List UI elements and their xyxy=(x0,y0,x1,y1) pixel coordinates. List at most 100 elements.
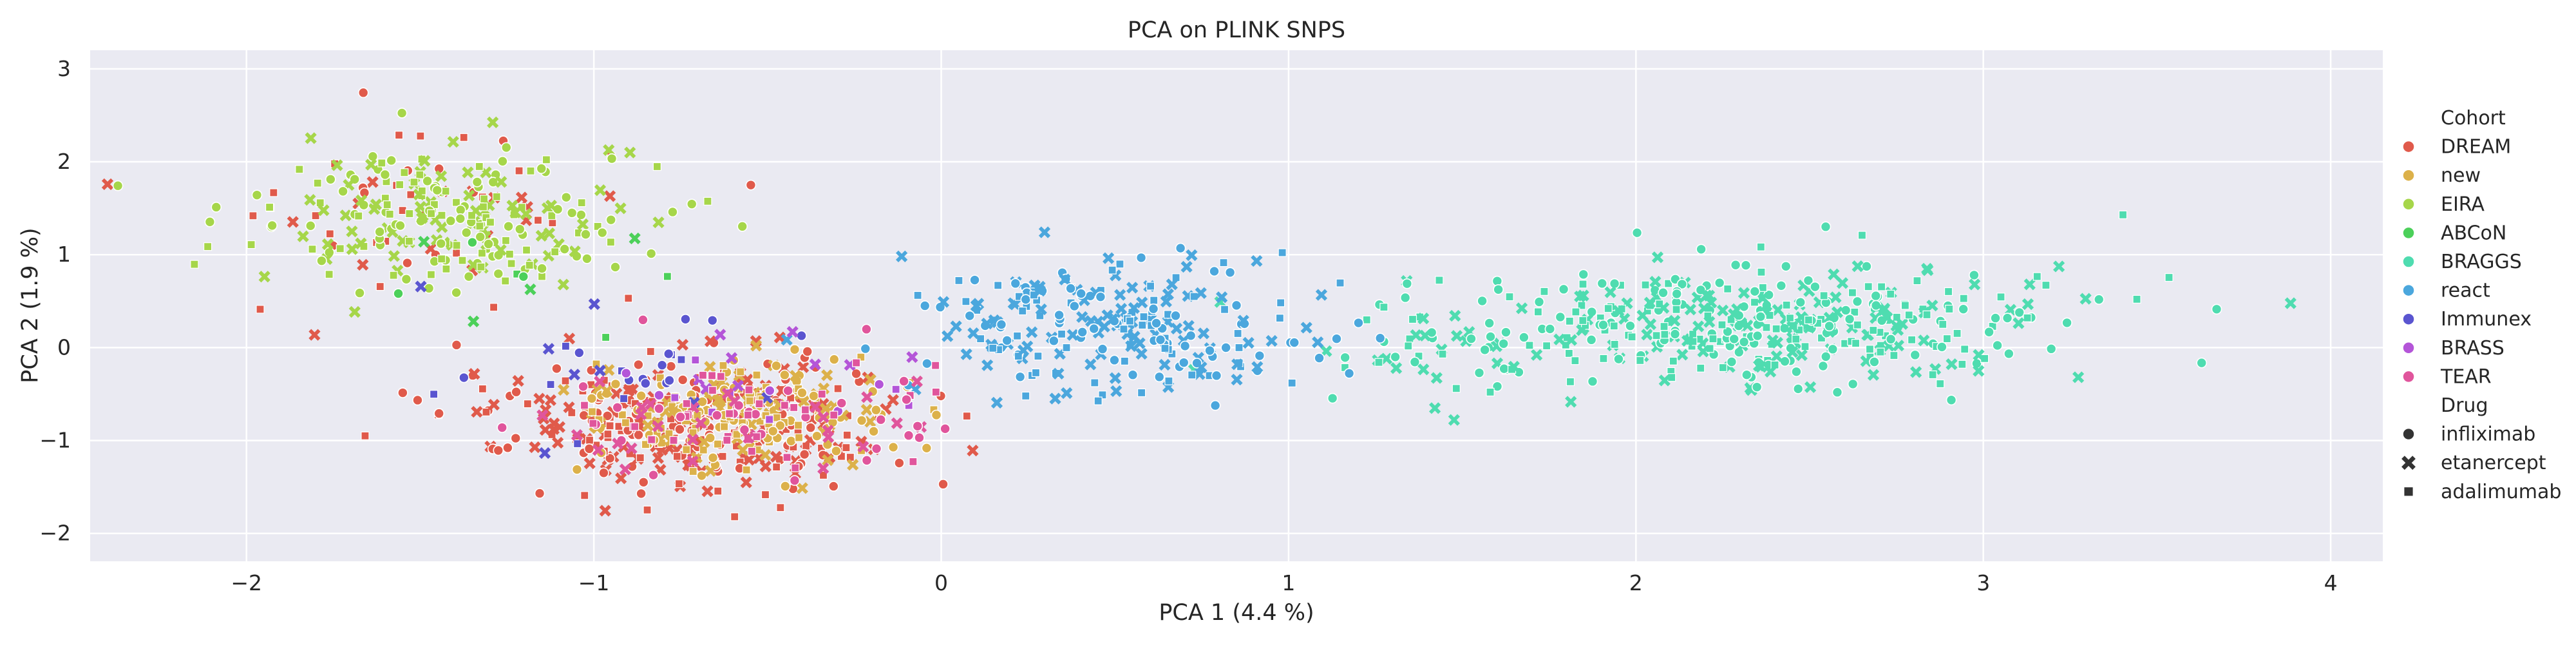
data-point xyxy=(1598,320,1608,330)
data-point xyxy=(338,186,348,196)
data-point xyxy=(191,260,198,268)
legend-cohort-swatch xyxy=(2403,198,2414,210)
x-tick-label: 3 xyxy=(1976,570,1990,595)
data-point xyxy=(1116,260,1124,268)
y-tick-label: 0 xyxy=(57,334,71,360)
data-point xyxy=(607,154,617,164)
data-point xyxy=(671,394,679,401)
data-point xyxy=(1276,314,1283,322)
data-point xyxy=(1658,288,1668,298)
data-point xyxy=(1984,327,1994,337)
data-point xyxy=(989,344,997,352)
data-point xyxy=(598,228,607,238)
data-point xyxy=(1887,290,1895,298)
data-point xyxy=(368,151,377,161)
data-point xyxy=(612,403,622,412)
data-point xyxy=(386,155,396,165)
data-point xyxy=(675,480,683,488)
data-point xyxy=(1969,270,1979,280)
data-point xyxy=(390,271,397,279)
data-point xyxy=(1780,356,1790,366)
data-point xyxy=(1864,283,1872,291)
data-point xyxy=(1016,372,1025,381)
data-point xyxy=(1610,322,1618,330)
data-point xyxy=(746,397,753,405)
data-point xyxy=(478,385,486,392)
data-point xyxy=(506,250,513,258)
data-point xyxy=(1376,333,1385,343)
data-point xyxy=(1205,346,1215,356)
data-point xyxy=(932,388,940,396)
data-point xyxy=(361,432,369,439)
data-point xyxy=(1150,296,1158,304)
data-point xyxy=(490,304,498,311)
legend-drug-label: infliximab xyxy=(2441,423,2535,446)
x-tick-label: −2 xyxy=(231,570,262,595)
data-point xyxy=(355,212,363,220)
data-point xyxy=(1390,352,1400,362)
data-point xyxy=(1526,342,1533,349)
data-point xyxy=(526,262,533,269)
data-point xyxy=(1841,305,1851,315)
data-point xyxy=(1535,297,1544,307)
data-point xyxy=(2047,344,2056,354)
data-point xyxy=(970,275,980,285)
data-point xyxy=(1363,316,1370,324)
data-point xyxy=(1858,231,1866,239)
data-point xyxy=(1636,356,1644,364)
data-point xyxy=(511,434,520,443)
legend-cohort-label: Immunex xyxy=(2441,308,2532,331)
data-point xyxy=(401,169,408,177)
data-point xyxy=(1147,282,1155,290)
data-point xyxy=(611,262,620,272)
data-point xyxy=(1929,371,1937,378)
data-point xyxy=(708,387,716,394)
data-point xyxy=(1121,357,1128,365)
data-point xyxy=(1566,378,1574,385)
data-point xyxy=(459,373,469,383)
data-point xyxy=(1165,377,1173,385)
data-point xyxy=(1137,253,1146,262)
data-point xyxy=(692,356,699,364)
data-point xyxy=(1610,279,1620,289)
data-point xyxy=(777,504,784,512)
data-point xyxy=(549,219,556,227)
data-point xyxy=(932,410,942,420)
data-point xyxy=(113,181,123,191)
data-point xyxy=(1901,302,1909,309)
data-point xyxy=(398,388,408,398)
data-point xyxy=(1614,354,1624,364)
data-point xyxy=(1179,358,1189,367)
data-point xyxy=(1852,340,1860,347)
data-point xyxy=(1853,321,1861,329)
data-point xyxy=(647,249,656,258)
data-point xyxy=(1501,327,1511,337)
data-point xyxy=(1380,304,1388,311)
data-point xyxy=(434,409,444,418)
data-point xyxy=(620,395,628,403)
data-point xyxy=(464,272,473,282)
data-point xyxy=(376,283,384,291)
data-point xyxy=(681,314,690,324)
data-point xyxy=(1759,284,1766,291)
data-point xyxy=(902,395,911,405)
data-point xyxy=(468,238,477,247)
data-point xyxy=(889,442,898,452)
data-point xyxy=(654,391,664,400)
data-point xyxy=(802,347,812,356)
data-point xyxy=(1188,371,1196,379)
data-point xyxy=(326,230,334,238)
data-point xyxy=(1821,222,1830,231)
data-point xyxy=(1587,335,1596,345)
data-point xyxy=(1571,357,1579,365)
data-point xyxy=(712,410,722,420)
data-point xyxy=(737,368,744,376)
data-point xyxy=(1848,289,1856,296)
data-point xyxy=(1672,289,1681,299)
data-point xyxy=(424,284,434,293)
data-point xyxy=(753,371,761,379)
data-point xyxy=(1477,296,1487,306)
data-point xyxy=(914,291,922,299)
data-point xyxy=(503,443,513,452)
data-point xyxy=(1886,334,1896,344)
